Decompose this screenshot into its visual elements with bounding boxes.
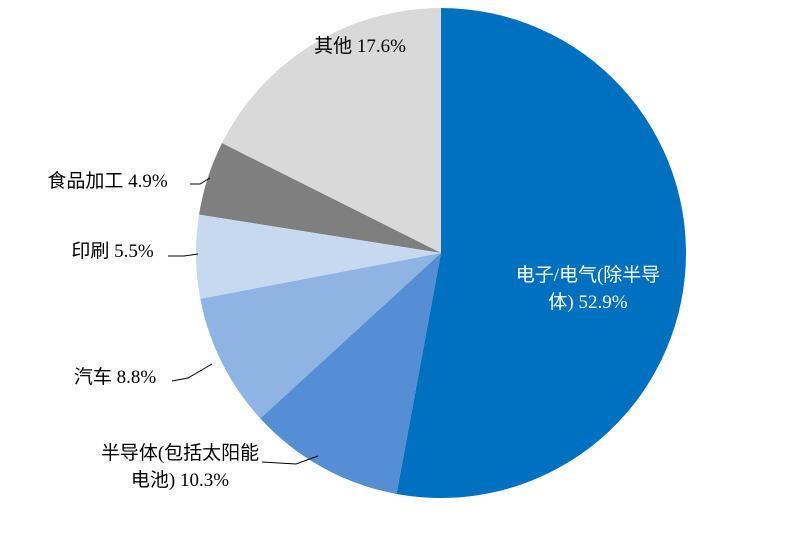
leader-lines	[168, 177, 319, 465]
pie-slice	[260, 253, 441, 494]
pie-slice	[396, 8, 687, 499]
slice-label: 电子/电气(除半导体) 52.9%	[510, 262, 666, 316]
slice-label: 半导体(包括太阳能电池) 10.3%	[100, 440, 260, 494]
value-label: 17.6%	[356, 36, 406, 57]
category-label: 印刷	[71, 241, 110, 262]
value-label: 8.8%	[116, 367, 157, 388]
pie-slice	[199, 143, 441, 253]
leader-line	[261, 455, 319, 465]
category-label: 汽车	[73, 367, 112, 388]
slice-label: 印刷 5.5%	[50, 238, 175, 265]
value-label: 10.3%	[180, 470, 230, 491]
slice-label: 其他 17.6%	[290, 33, 430, 60]
value-label: 52.9%	[578, 292, 628, 313]
category-label: 半导体(包括太阳能电池)	[100, 443, 260, 491]
leader-line	[171, 363, 213, 382]
pie-slice	[196, 214, 441, 299]
value-label: 4.9%	[128, 171, 168, 192]
leader-line	[190, 177, 211, 185]
leader-line	[168, 253, 199, 257]
pie-slice	[200, 253, 441, 419]
value-label: 5.5%	[114, 241, 154, 262]
slice-label: 食品加工 4.9%	[20, 168, 195, 195]
pie-slice	[222, 8, 441, 253]
category-label: 电子/电气(除半导体)	[515, 265, 661, 313]
category-label: 食品加工	[47, 171, 124, 192]
slice-label: 汽车 8.8%	[50, 364, 180, 391]
category-label: 其他	[314, 36, 353, 57]
